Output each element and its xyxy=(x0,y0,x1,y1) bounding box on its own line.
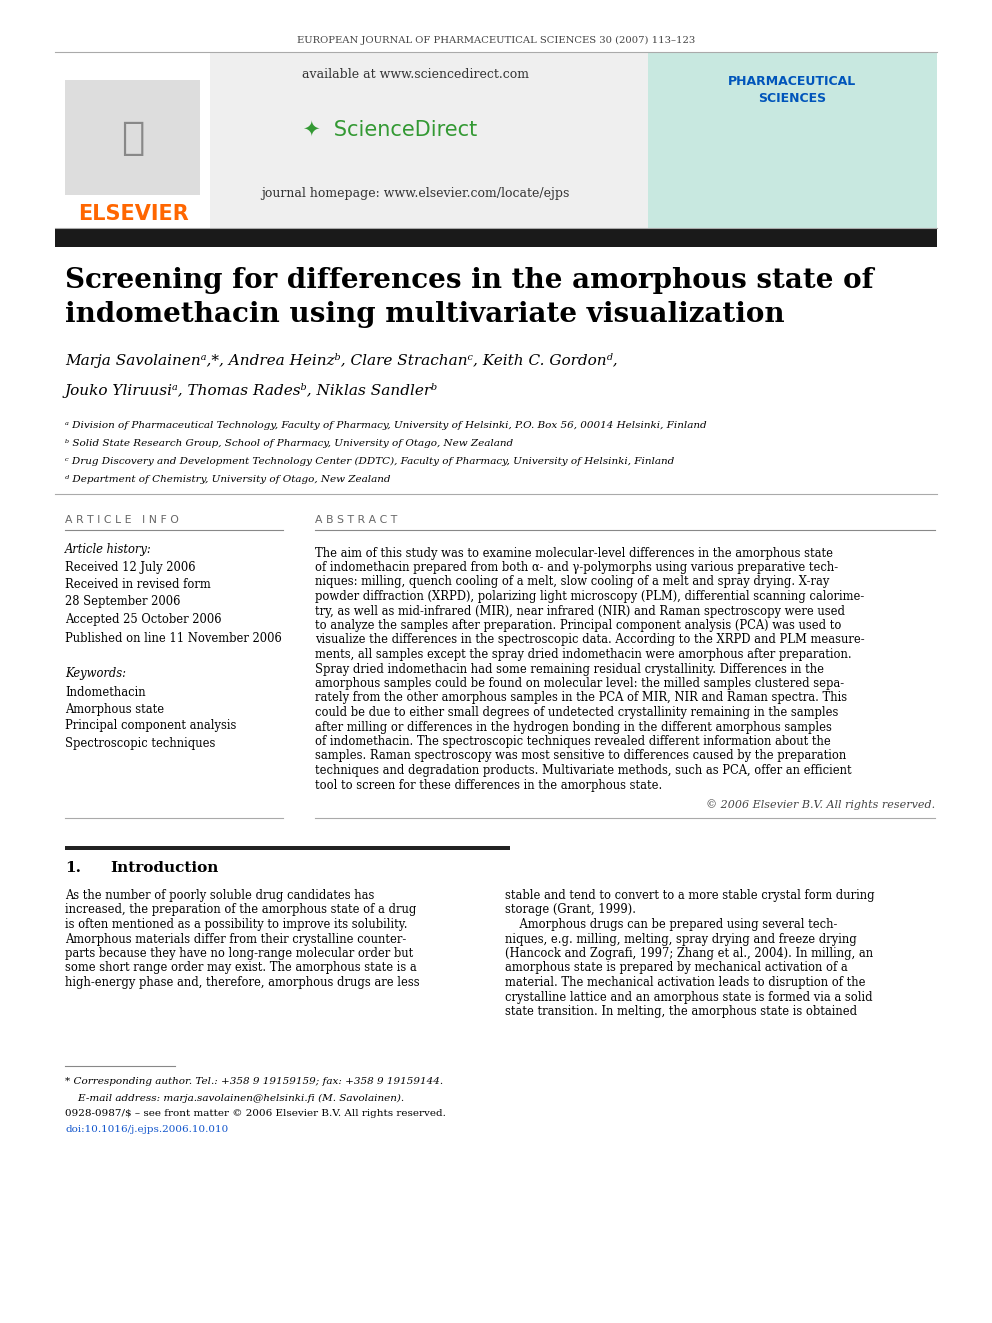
Text: PHARMACEUTICAL
SCIENCES: PHARMACEUTICAL SCIENCES xyxy=(728,75,856,105)
Text: state transition. In melting, the amorphous state is obtained: state transition. In melting, the amorph… xyxy=(505,1005,857,1017)
Text: * Corresponding author. Tel.: +358 9 19159159; fax: +358 9 19159144.: * Corresponding author. Tel.: +358 9 191… xyxy=(65,1077,443,1086)
Text: stable and tend to convert to a more stable crystal form during: stable and tend to convert to a more sta… xyxy=(505,889,875,902)
Text: some short range order may exist. The amorphous state is a: some short range order may exist. The am… xyxy=(65,962,417,975)
Bar xyxy=(55,52,210,228)
Bar xyxy=(648,52,937,228)
Text: 🌳: 🌳 xyxy=(121,119,145,157)
Text: available at www.sciencedirect.com: available at www.sciencedirect.com xyxy=(302,69,529,82)
Text: powder diffraction (XRPD), polarizing light microscopy (PLM), differential scann: powder diffraction (XRPD), polarizing li… xyxy=(315,590,864,603)
Text: to analyze the samples after preparation. Principal component analysis (PCA) was: to analyze the samples after preparation… xyxy=(315,619,841,632)
Text: Article history:: Article history: xyxy=(65,544,152,557)
Text: after milling or differences in the hydrogen bonding in the different amorphous : after milling or differences in the hydr… xyxy=(315,721,832,733)
Text: © 2006 Elsevier B.V. All rights reserved.: © 2006 Elsevier B.V. All rights reserved… xyxy=(706,799,935,810)
Text: increased, the preparation of the amorphous state of a drug: increased, the preparation of the amorph… xyxy=(65,904,417,917)
Text: rately from the other amorphous samples in the PCA of MIR, NIR and Raman spectra: rately from the other amorphous samples … xyxy=(315,692,847,705)
Text: crystalline lattice and an amorphous state is formed via a solid: crystalline lattice and an amorphous sta… xyxy=(505,991,873,1004)
Text: tool to screen for these differences in the amorphous state.: tool to screen for these differences in … xyxy=(315,778,663,791)
Text: storage (Grant, 1999).: storage (Grant, 1999). xyxy=(505,904,636,917)
Text: (Hancock and Zografi, 1997; Zhang et al., 2004). In milling, an: (Hancock and Zografi, 1997; Zhang et al.… xyxy=(505,947,873,960)
Text: ᵈ Department of Chemistry, University of Otago, New Zealand: ᵈ Department of Chemistry, University of… xyxy=(65,475,391,483)
Text: niques, e.g. milling, melting, spray drying and freeze drying: niques, e.g. milling, melting, spray dry… xyxy=(505,933,857,946)
Text: Received 12 July 2006: Received 12 July 2006 xyxy=(65,561,195,574)
Text: Jouko Yliruusiᵃ, Thomas Radesᵇ, Niklas Sandlerᵇ: Jouko Yliruusiᵃ, Thomas Radesᵇ, Niklas S… xyxy=(65,382,438,397)
Text: Marja Savolainenᵃ,*, Andrea Heinzᵇ, Clare Strachanᶜ, Keith C. Gordonᵈ,: Marja Savolainenᵃ,*, Andrea Heinzᵇ, Clar… xyxy=(65,352,618,368)
Text: visualize the differences in the spectroscopic data. According to the XRPD and P: visualize the differences in the spectro… xyxy=(315,634,865,647)
Text: Indomethacin: Indomethacin xyxy=(65,685,146,699)
Text: As the number of poorly soluble drug candidates has: As the number of poorly soluble drug can… xyxy=(65,889,374,902)
Text: samples. Raman spectroscopy was most sensitive to differences caused by the prep: samples. Raman spectroscopy was most sen… xyxy=(315,750,846,762)
Text: of indomethacin. The spectroscopic techniques revealed different information abo: of indomethacin. The spectroscopic techn… xyxy=(315,736,830,747)
Text: ᵃ Division of Pharmaceutical Technology, Faculty of Pharmacy, University of Hels: ᵃ Division of Pharmaceutical Technology,… xyxy=(65,421,706,430)
Text: Spray dried indomethacin had some remaining residual crystallinity. Differences : Spray dried indomethacin had some remain… xyxy=(315,663,824,676)
Text: 1.: 1. xyxy=(65,860,81,875)
Text: A B S T R A C T: A B S T R A C T xyxy=(315,515,397,525)
Text: high-energy phase and, therefore, amorphous drugs are less: high-energy phase and, therefore, amorph… xyxy=(65,976,420,990)
Text: Spectroscopic techniques: Spectroscopic techniques xyxy=(65,737,215,750)
Text: doi:10.1016/j.ejps.2006.10.010: doi:10.1016/j.ejps.2006.10.010 xyxy=(65,1126,228,1135)
Text: is often mentioned as a possibility to improve its solubility.: is often mentioned as a possibility to i… xyxy=(65,918,408,931)
Text: material. The mechanical activation leads to disruption of the: material. The mechanical activation lead… xyxy=(505,976,865,990)
Text: could be due to either small degrees of undetected crystallinity remaining in th: could be due to either small degrees of … xyxy=(315,706,838,718)
Text: ᵇ Solid State Research Group, School of Pharmacy, University of Otago, New Zeala: ᵇ Solid State Research Group, School of … xyxy=(65,438,513,447)
Text: ments, all samples except the spray dried indomethacin were amorphous after prep: ments, all samples except the spray drie… xyxy=(315,648,851,662)
Text: Accepted 25 October 2006: Accepted 25 October 2006 xyxy=(65,614,221,627)
Bar xyxy=(65,845,510,849)
Text: Amorphous drugs can be prepared using several tech-: Amorphous drugs can be prepared using se… xyxy=(505,918,837,931)
Text: techniques and degradation products. Multivariate methods, such as PCA, offer an: techniques and degradation products. Mul… xyxy=(315,763,851,777)
Text: The aim of this study was to examine molecular-level differences in the amorphou: The aim of this study was to examine mol… xyxy=(315,546,833,560)
Text: try, as well as mid-infrared (MIR), near infrared (NIR) and Raman spectroscopy w: try, as well as mid-infrared (MIR), near… xyxy=(315,605,845,618)
Text: journal homepage: www.elsevier.com/locate/ejps: journal homepage: www.elsevier.com/locat… xyxy=(261,187,569,200)
Text: niques: milling, quench cooling of a melt, slow cooling of a melt and spray dryi: niques: milling, quench cooling of a mel… xyxy=(315,576,829,589)
Text: 0928-0987/$ – see front matter © 2006 Elsevier B.V. All rights reserved.: 0928-0987/$ – see front matter © 2006 El… xyxy=(65,1110,445,1118)
Text: Introduction: Introduction xyxy=(110,860,218,875)
Text: Amorphous state: Amorphous state xyxy=(65,703,164,716)
Text: of indomethacin prepared from both α- and γ-polymorphs using various preparative: of indomethacin prepared from both α- an… xyxy=(315,561,838,574)
Text: parts because they have no long-range molecular order but: parts because they have no long-range mo… xyxy=(65,947,414,960)
Text: ᶜ Drug Discovery and Development Technology Center (DDTC), Faculty of Pharmacy, : ᶜ Drug Discovery and Development Technol… xyxy=(65,456,675,466)
Text: Received in revised form: Received in revised form xyxy=(65,578,210,591)
Text: Screening for differences in the amorphous state of: Screening for differences in the amorpho… xyxy=(65,266,874,294)
Text: 28 September 2006: 28 September 2006 xyxy=(65,595,181,609)
Bar xyxy=(55,228,937,247)
Bar xyxy=(55,52,937,228)
Text: ELSEVIER: ELSEVIER xyxy=(77,204,188,224)
Text: ✦  ScienceDirect: ✦ ScienceDirect xyxy=(303,120,477,140)
Text: E-mail address: marja.savolainen@helsinki.fi (M. Savolainen).: E-mail address: marja.savolainen@helsink… xyxy=(65,1093,404,1102)
Text: EUROPEAN JOURNAL OF PHARMACEUTICAL SCIENCES 30 (2007) 113–123: EUROPEAN JOURNAL OF PHARMACEUTICAL SCIEN… xyxy=(297,36,695,45)
Text: Amorphous materials differ from their crystalline counter-: Amorphous materials differ from their cr… xyxy=(65,933,407,946)
Text: amorphous samples could be found on molecular level: the milled samples clustere: amorphous samples could be found on mole… xyxy=(315,677,844,691)
Text: A R T I C L E   I N F O: A R T I C L E I N F O xyxy=(65,515,179,525)
Text: indomethacin using multivariate visualization: indomethacin using multivariate visualiz… xyxy=(65,300,785,328)
Text: Published on line 11 November 2006: Published on line 11 November 2006 xyxy=(65,631,282,644)
Text: Principal component analysis: Principal component analysis xyxy=(65,720,236,733)
Text: amorphous state is prepared by mechanical activation of a: amorphous state is prepared by mechanica… xyxy=(505,962,848,975)
Text: Keywords:: Keywords: xyxy=(65,668,126,680)
Bar xyxy=(65,79,200,194)
